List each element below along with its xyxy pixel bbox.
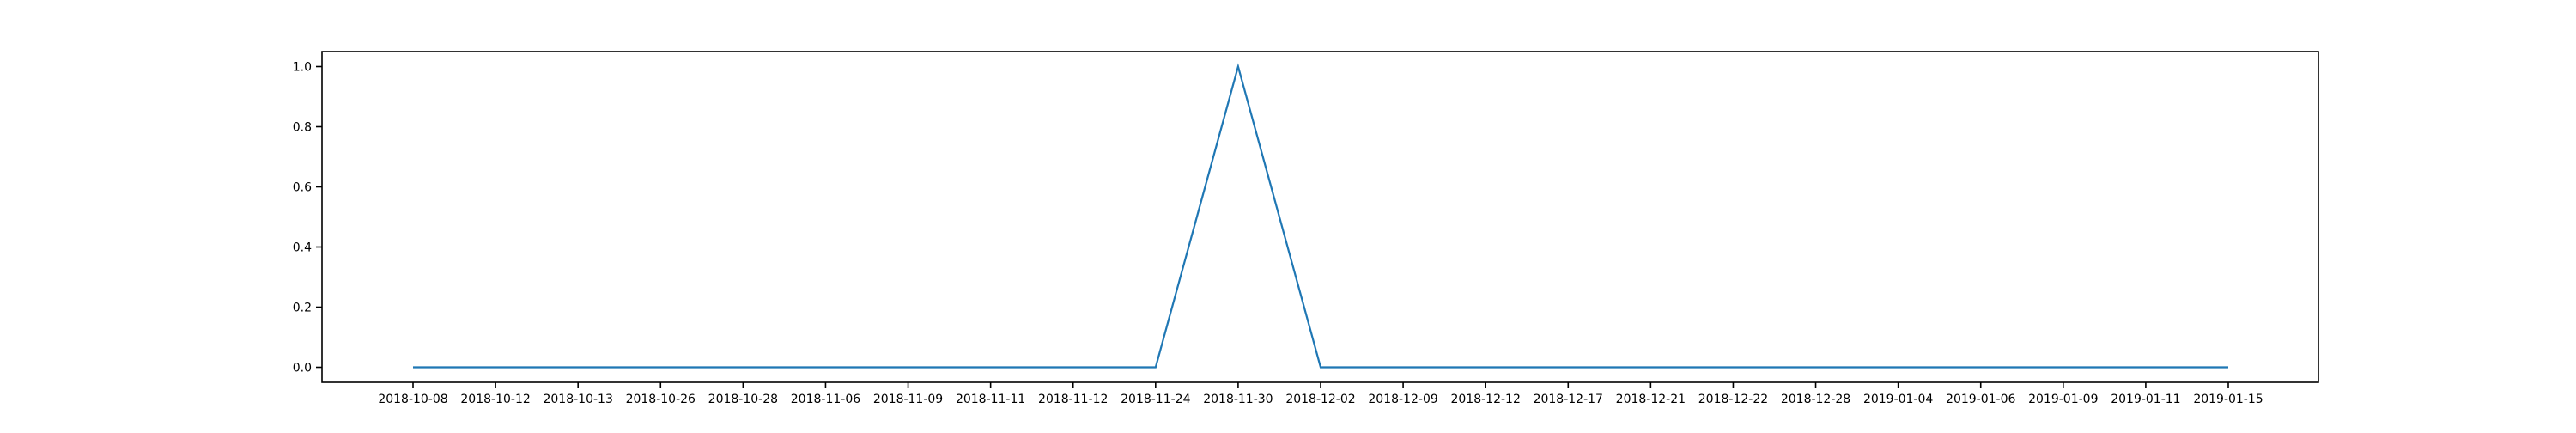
x-tick-label: 2018-12-28 xyxy=(1781,393,1850,406)
series-line xyxy=(413,63,2228,369)
x-tick-label: 2018-12-21 xyxy=(1616,393,1686,406)
x-tick-label: 2019-01-15 xyxy=(2193,393,2263,406)
x-tick-label: 2018-11-24 xyxy=(1121,393,1190,406)
y-tick-label: 1.0 xyxy=(293,61,312,75)
x-tick-label: 2018-12-17 xyxy=(1534,393,1603,406)
x-tick-label: 2018-12-02 xyxy=(1285,393,1355,406)
x-tick-label: 2018-11-09 xyxy=(873,393,943,406)
x-axis: 2018-10-08 2018-10-12 2018-10-13 2018-10-26… xyxy=(378,382,2263,406)
x-tick-label: 2018-11-11 xyxy=(956,393,1025,406)
y-tick-label: 0.6 xyxy=(293,181,312,195)
x-tick-label: 2018-11-12 xyxy=(1038,393,1108,406)
x-tick-label: 2018-12-22 xyxy=(1698,393,1768,406)
plot-area xyxy=(321,51,2319,383)
x-tick-label: 2018-12-09 xyxy=(1368,393,1437,406)
x-tick-label: 2018-10-13 xyxy=(543,393,612,406)
x-tick-label: 2019-01-11 xyxy=(2111,393,2180,406)
x-tick-label: 2018-10-28 xyxy=(708,393,778,406)
y-axis: 0.0 0.2 0.4 0.6 0.8 1.0 xyxy=(293,61,322,375)
y-tick-label: 0.0 xyxy=(293,362,312,375)
x-tick-label: 2018-11-30 xyxy=(1203,393,1273,406)
x-tick-label: 2018-12-12 xyxy=(1450,393,1520,406)
x-tick-label: 2019-01-04 xyxy=(1863,393,1933,406)
x-tick-label: 2019-01-06 xyxy=(1946,393,2015,406)
x-tick-label: 2018-10-12 xyxy=(460,393,530,406)
x-tick-label: 2018-10-26 xyxy=(626,393,696,406)
y-tick-label: 0.8 xyxy=(293,121,312,135)
series-layer xyxy=(413,63,2228,369)
x-tick-label: 2018-11-06 xyxy=(791,393,860,406)
x-tick-label: 2018-10-08 xyxy=(378,393,447,406)
x-tick-label: 2019-01-09 xyxy=(2028,393,2098,406)
y-tick-label: 0.4 xyxy=(293,241,312,255)
y-tick-label: 0.2 xyxy=(293,302,312,315)
